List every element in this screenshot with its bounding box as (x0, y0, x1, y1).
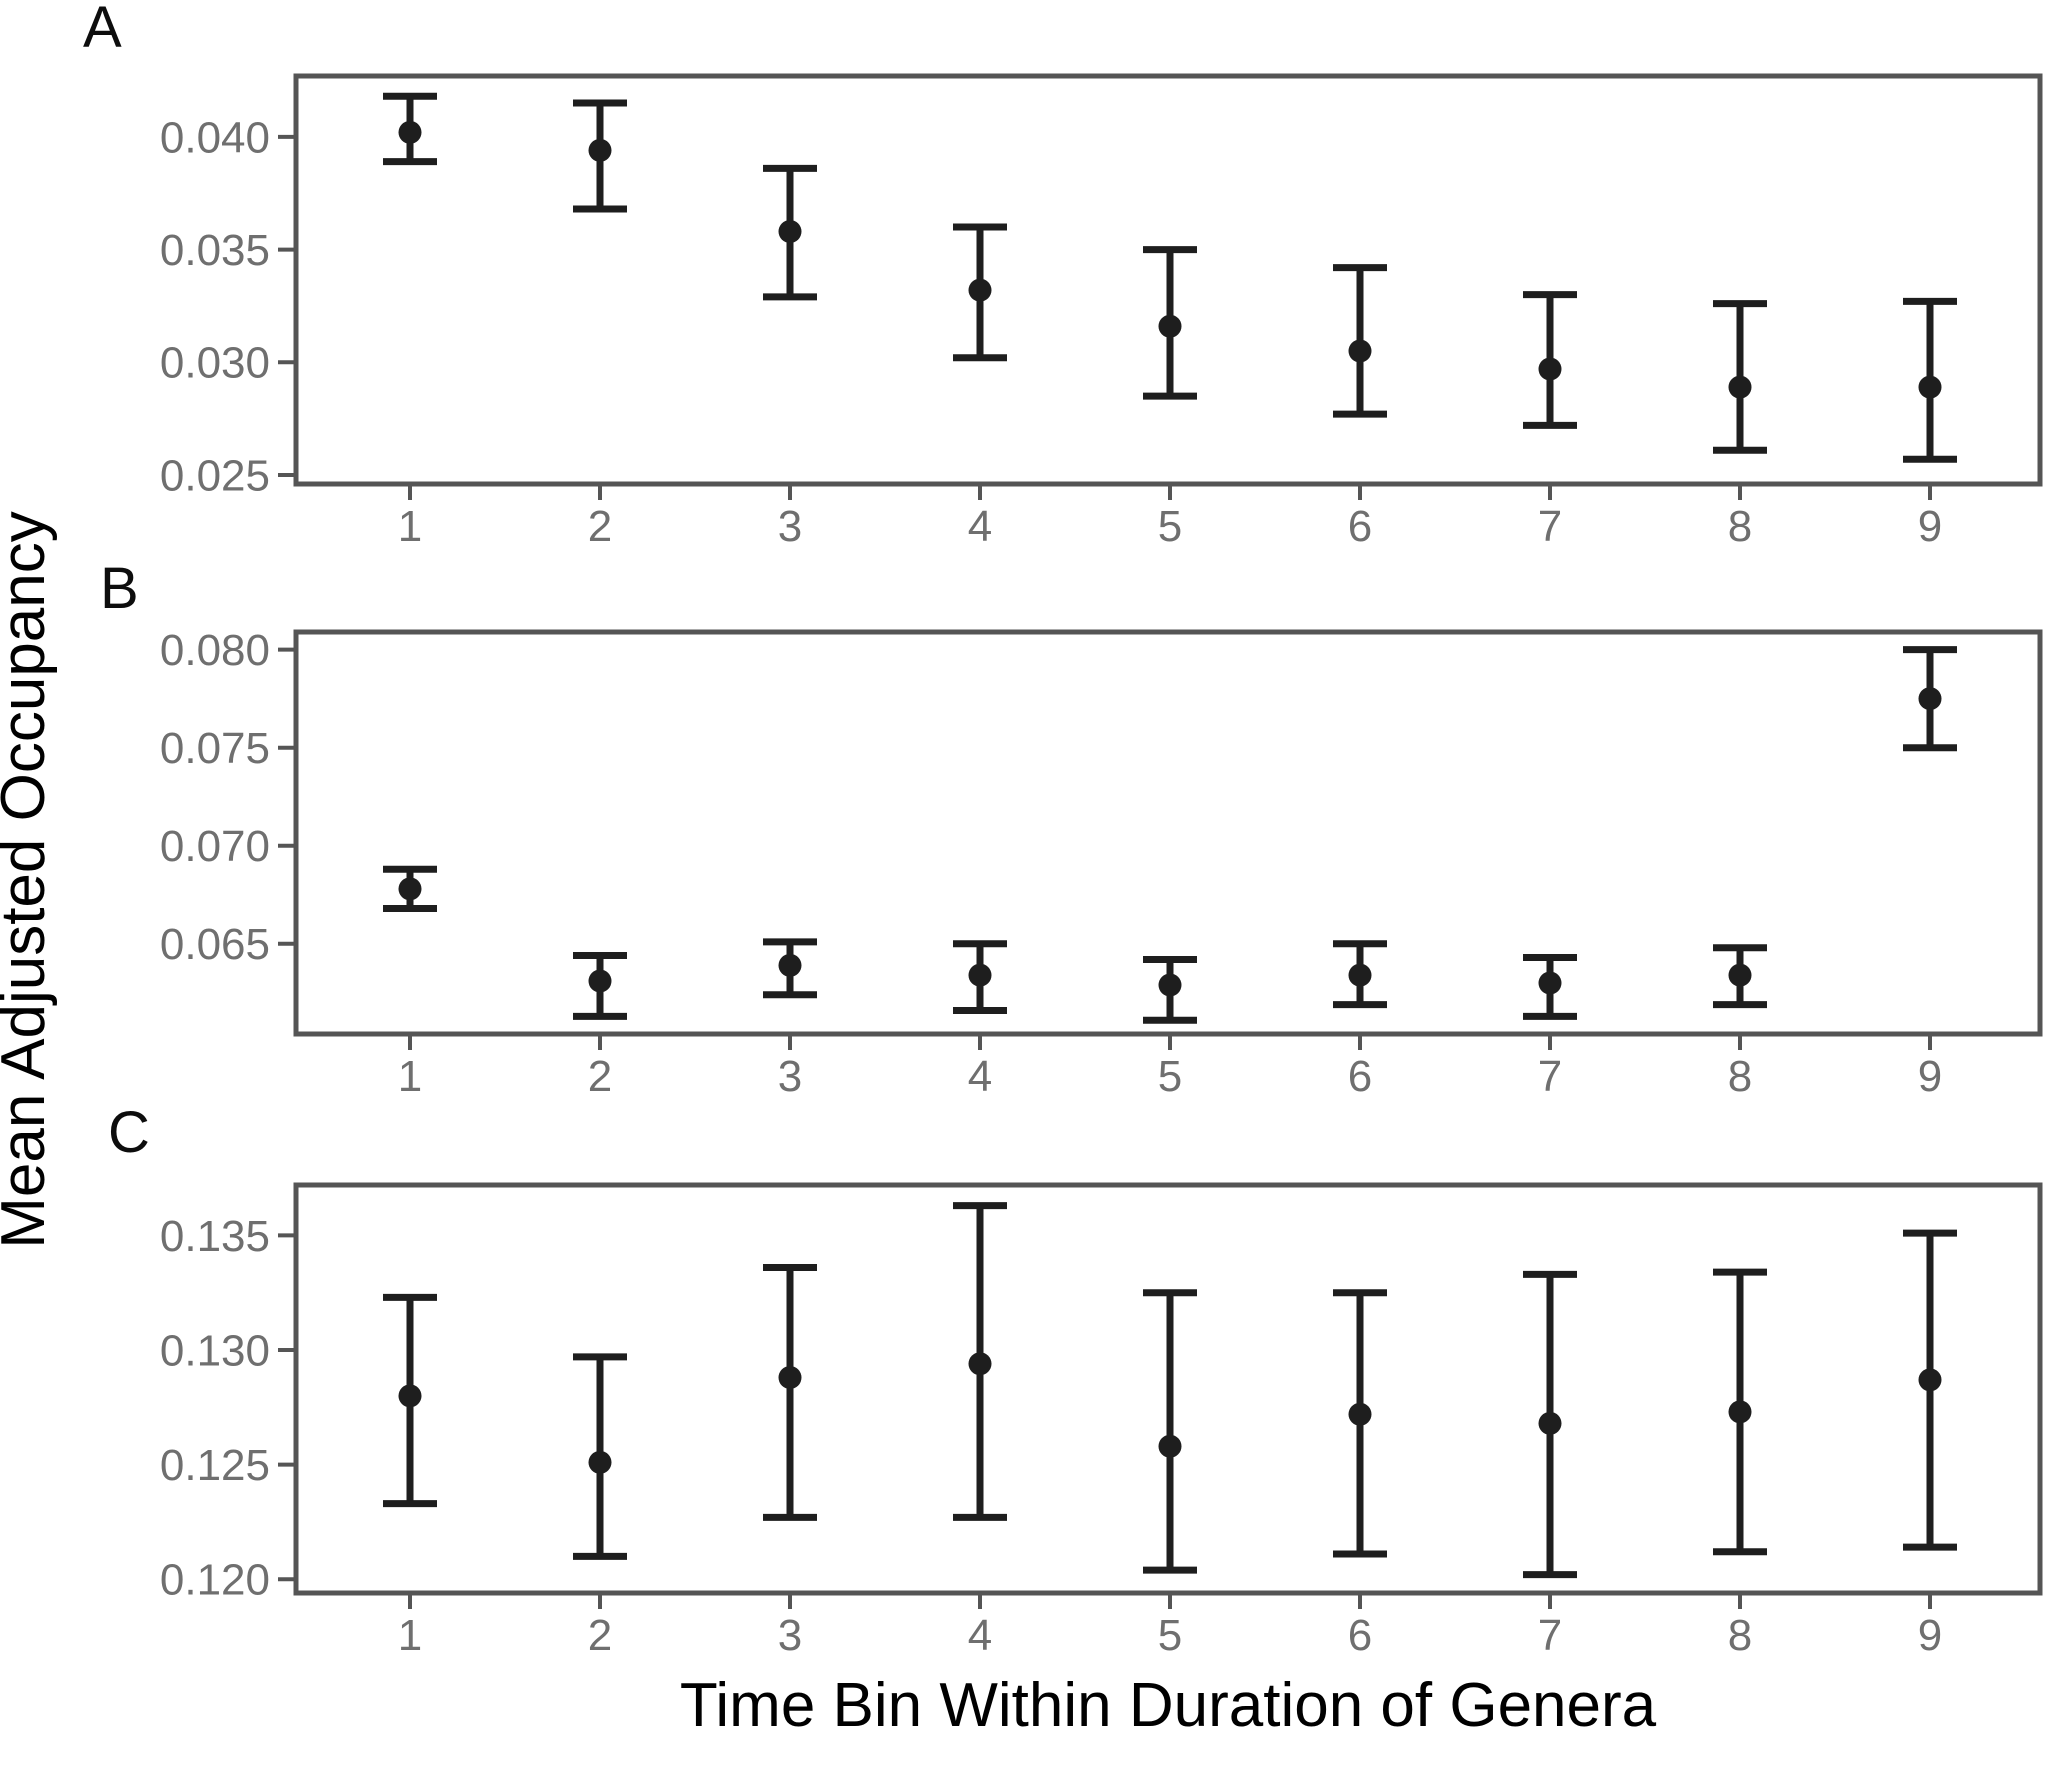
data-point (1348, 963, 1372, 987)
y-axis-title: Mean Adjusted Occupancy (0, 511, 58, 1249)
data-point (1348, 1402, 1372, 1426)
panel-b: 0.080 0.075 0.070 0.065 1 2 3 4 5 6 7 8 9 (160, 626, 2043, 1101)
panel-c: 0.135 0.130 0.125 0.120 1 2 3 4 5 6 7 8 9 (160, 1182, 2043, 1660)
y-tick-label: 0.065 (160, 920, 270, 969)
y-tick-label: 0.025 (160, 451, 270, 500)
x-tick-label: 5 (1158, 502, 1182, 551)
x-tick-label: 7 (1538, 1052, 1562, 1101)
data-point (1918, 1368, 1942, 1392)
data-point (1538, 357, 1562, 381)
x-tick-label: 3 (778, 1611, 802, 1660)
data-point (588, 1450, 612, 1474)
y-tick-label: 0.035 (160, 226, 270, 275)
y-tick-label: 0.080 (160, 626, 270, 675)
data-point (398, 877, 422, 901)
y-tick-label: 0.075 (160, 724, 270, 773)
data-point (588, 969, 612, 993)
x-tick-label: 1 (398, 502, 422, 551)
data-point (778, 220, 802, 244)
x-tick-label: 4 (968, 1611, 992, 1660)
x-tick-label: 5 (1158, 1052, 1182, 1101)
y-tick-label: 0.030 (160, 339, 270, 388)
y-tick-label: 0.135 (160, 1212, 270, 1261)
data-point (1538, 971, 1562, 995)
x-tick-label: 9 (1918, 502, 1942, 551)
y-tick-label: 0.130 (160, 1326, 270, 1375)
data-point (398, 120, 422, 144)
y-tick-label: 0.120 (160, 1556, 270, 1605)
x-axis-title: Time Bin Within Duration of Genera (680, 1671, 1657, 1740)
data-point (1728, 1400, 1752, 1424)
data-point (778, 953, 802, 977)
data-point (1918, 375, 1942, 399)
x-tick-label: 5 (1158, 1611, 1182, 1660)
data-point (1538, 1411, 1562, 1435)
x-tick-label: 2 (588, 1052, 612, 1101)
data-point (968, 1352, 992, 1376)
x-tick-label: 2 (588, 1611, 612, 1660)
x-tick-label: 6 (1348, 502, 1372, 551)
data-point (968, 278, 992, 302)
x-tick-label: 8 (1728, 1052, 1752, 1101)
x-tick-label: 3 (778, 1052, 802, 1101)
panel-c-letter: C (108, 1100, 150, 1165)
x-tick-label: 9 (1918, 1611, 1942, 1660)
x-tick-label: 7 (1538, 502, 1562, 551)
data-point (968, 963, 992, 987)
data-point (1158, 1434, 1182, 1458)
x-tick-label: 1 (398, 1611, 422, 1660)
data-point (1348, 339, 1372, 363)
x-tick-label: 8 (1728, 1611, 1752, 1660)
y-tick-label: 0.040 (160, 113, 270, 162)
x-tick-label: 3 (778, 502, 802, 551)
data-point (398, 1384, 422, 1408)
panel-b-letter: B (100, 556, 139, 621)
data-point (588, 138, 612, 162)
x-tick-label: 9 (1918, 1052, 1942, 1101)
x-tick-label: 4 (968, 1052, 992, 1101)
data-point (1158, 314, 1182, 338)
x-tick-label: 8 (1728, 502, 1752, 551)
data-point (1728, 963, 1752, 987)
data-point (1158, 973, 1182, 997)
y-tick-label: 0.070 (160, 822, 270, 871)
x-tick-label: 7 (1538, 1611, 1562, 1660)
x-tick-label: 6 (1348, 1052, 1372, 1101)
panel-a-letter: A (83, 0, 122, 60)
x-tick-label: 6 (1348, 1611, 1372, 1660)
data-point (778, 1366, 802, 1390)
x-tick-label: 4 (968, 502, 992, 551)
data-point (1728, 375, 1752, 399)
x-tick-label: 1 (398, 1052, 422, 1101)
data-point (1918, 687, 1942, 711)
x-tick-label: 2 (588, 502, 612, 551)
panel-a: 0.040 0.035 0.030 0.025 1 2 3 4 5 6 7 8 9 (160, 73, 2043, 551)
y-tick-label: 0.125 (160, 1441, 270, 1490)
